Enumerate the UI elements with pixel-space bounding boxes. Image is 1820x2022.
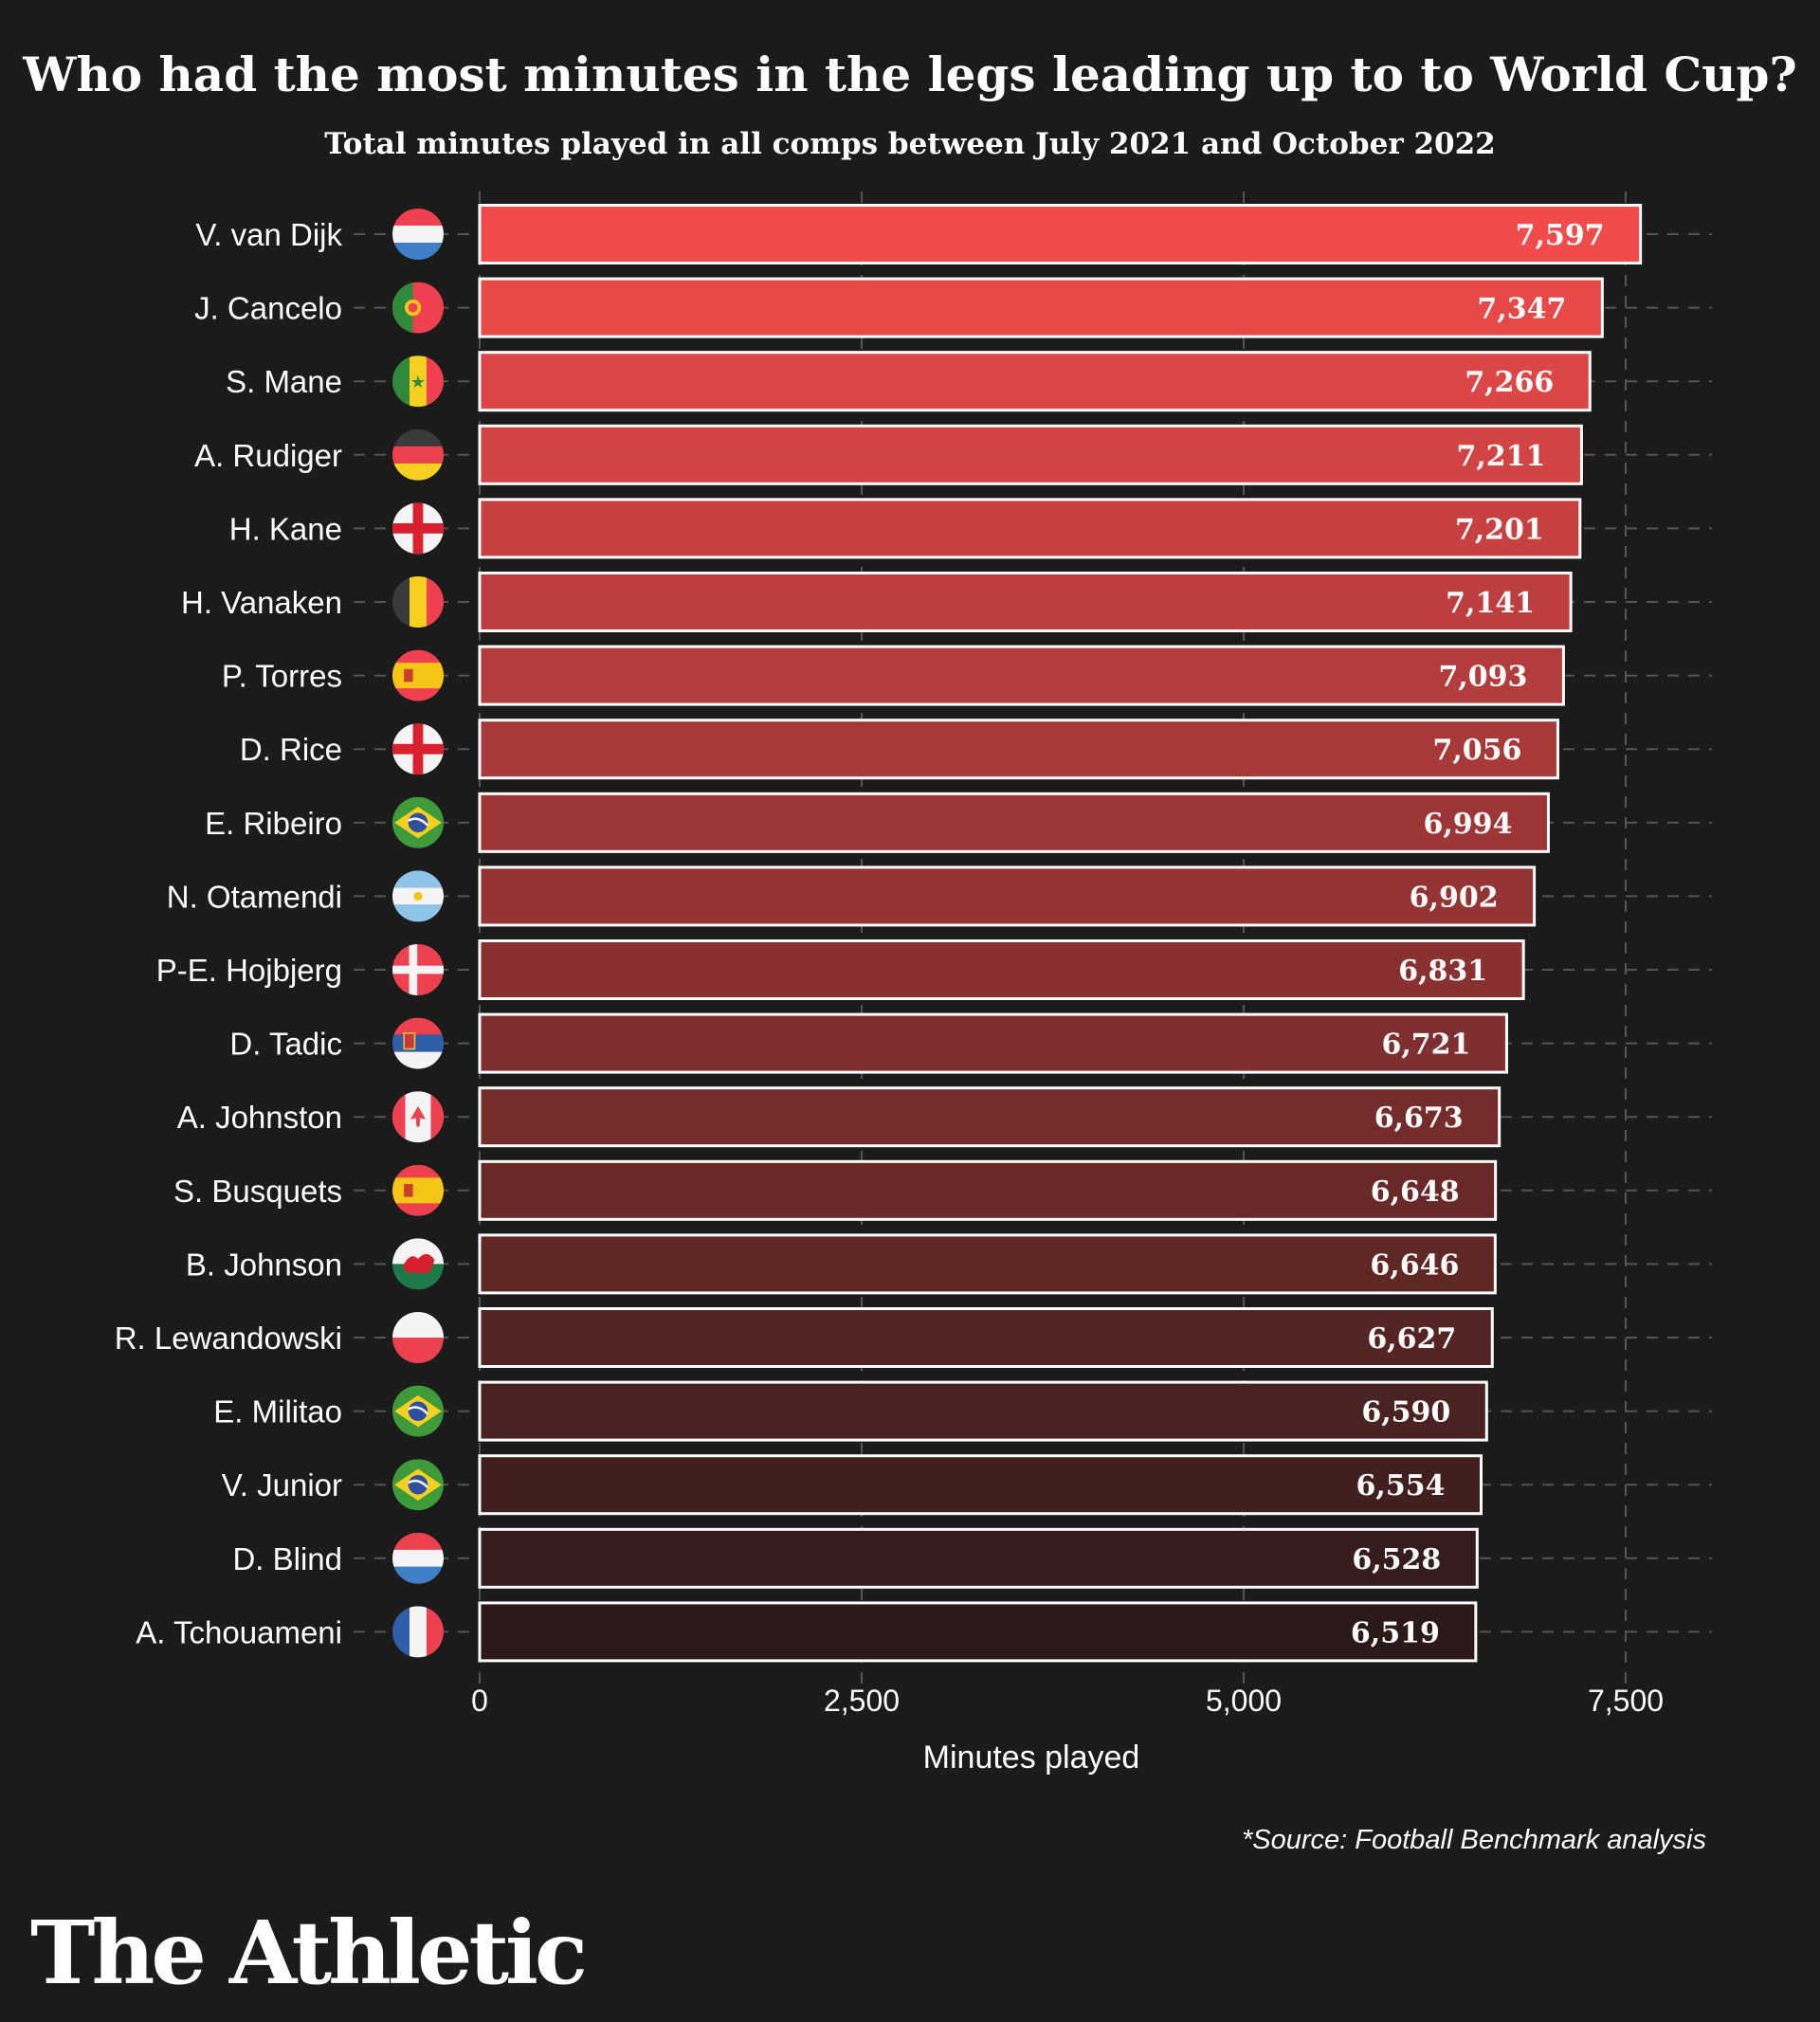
- bar-value-label: 6,627: [1367, 1322, 1456, 1356]
- player-name-label: H. Vanaken: [181, 585, 342, 620]
- bar-value-label: 7,201: [1455, 513, 1544, 546]
- bar: [478, 1380, 1488, 1442]
- x-tick-label: 2,500: [824, 1684, 900, 1718]
- bar: [478, 645, 1565, 706]
- bar: [478, 719, 1559, 780]
- x-axis-title: Minutes played: [923, 1740, 1140, 1776]
- spain-flag-icon: [392, 1164, 444, 1216]
- the-athletic-logo: The Athletic: [30, 1902, 584, 2004]
- player-name-label: V. van Dijk: [195, 217, 342, 252]
- bar: [478, 572, 1573, 632]
- bar: [478, 424, 1583, 485]
- player-name-label: V. Junior: [222, 1467, 342, 1503]
- bar: [478, 1159, 1498, 1221]
- bar-value-label: 7,211: [1456, 440, 1545, 473]
- brazil-flag-icon: [392, 1459, 444, 1511]
- svg-text:★: ★: [410, 373, 426, 392]
- player-name-label: H. Kane: [229, 511, 342, 546]
- france-flag-icon: [392, 1606, 444, 1658]
- bar-value-label: 6,994: [1423, 808, 1512, 841]
- player-name-label: A. Rudiger: [194, 438, 342, 473]
- bar: [478, 204, 1643, 264]
- wales-flag-icon: [392, 1238, 444, 1290]
- player-name-label: P. Torres: [222, 659, 342, 694]
- canada-flag-icon: [392, 1091, 444, 1143]
- portugal-flag-icon: [392, 282, 444, 334]
- senegal-flag-icon: ★: [392, 355, 444, 408]
- player-name-label: S. Busquets: [173, 1174, 342, 1209]
- bar-value-label: 6,721: [1381, 1029, 1470, 1062]
- player-name-label: S. Mane: [226, 364, 342, 399]
- serbia-flag-icon: [392, 1017, 444, 1069]
- bar-value-label: 7,597: [1516, 219, 1605, 252]
- source-note: *Source: Football Benchmark analysis: [1242, 1825, 1706, 1855]
- player-name-label: P-E. Hojbjerg: [156, 953, 342, 988]
- denmark-flag-icon: [392, 944, 444, 995]
- argentina-flag-icon: [392, 870, 444, 922]
- bar-value-label: 6,554: [1356, 1469, 1446, 1503]
- netherlands-flag-icon: [392, 1532, 444, 1584]
- player-name-label: D. Blind: [232, 1541, 342, 1576]
- bar-value-label: 6,831: [1398, 955, 1487, 988]
- netherlands-flag-icon: [392, 209, 444, 260]
- bar-value-label: 6,673: [1374, 1102, 1464, 1135]
- player-name-label: D. Rice: [240, 732, 342, 767]
- bar: [478, 1086, 1502, 1148]
- belgium-flag-icon: [392, 576, 444, 628]
- spain-flag-icon: [392, 649, 444, 701]
- poland-flag-icon: [392, 1312, 444, 1363]
- player-name-label: E. Ribeiro: [205, 806, 342, 841]
- bar: [478, 1233, 1497, 1295]
- bar: [478, 792, 1550, 853]
- bar: [478, 939, 1525, 1000]
- chart-title: Who had the most minutes in the legs lea…: [22, 46, 1797, 102]
- bar-value-label: 7,347: [1477, 293, 1566, 326]
- bar-value-label: 6,590: [1361, 1396, 1450, 1430]
- bar-value-label: 6,519: [1351, 1616, 1440, 1649]
- player-name-label: E. Militao: [213, 1394, 342, 1430]
- player-name-label: B. Johnson: [186, 1247, 342, 1282]
- bar-value-label: 6,528: [1352, 1543, 1441, 1576]
- x-tick-label: 0: [471, 1684, 488, 1718]
- player-labels: V. van Dijk J. Cancelo S. Mane A. Rudiger H.…: [115, 217, 343, 1649]
- player-name-label: R. Lewandowski: [115, 1321, 342, 1356]
- x-tick-label: 5,000: [1206, 1684, 1282, 1718]
- chart-subtitle: Total minutes played in all comps betwee…: [324, 127, 1495, 161]
- germany-flag-icon: [392, 428, 444, 481]
- bar-value-label: 6,648: [1371, 1175, 1460, 1209]
- bar-value-label: 7,141: [1446, 587, 1535, 620]
- england-flag-icon: [392, 502, 444, 555]
- player-name-label: J. Cancelo: [194, 291, 342, 326]
- bar: [478, 1012, 1508, 1074]
- player-name-label: A. Johnston: [177, 1100, 342, 1135]
- brazil-flag-icon: [392, 796, 444, 848]
- player-name-label: N. Otamendi: [167, 879, 342, 914]
- x-axis-ticks: 0 2,500 5,000 7,500: [471, 1684, 1664, 1718]
- bar-value-label: 7,266: [1465, 366, 1554, 399]
- bar: [478, 277, 1604, 338]
- bar: [478, 1601, 1478, 1663]
- bars: 7,597 7,347 7,266 7,211 7,201 7,141 7,093 7,056…: [478, 204, 1643, 1663]
- bar: [478, 1527, 1479, 1589]
- x-tick-label: 7,500: [1588, 1684, 1664, 1718]
- bar-value-label: 7,056: [1432, 734, 1521, 767]
- england-flag-icon: [392, 723, 444, 775]
- brazil-flag-icon: [392, 1385, 444, 1437]
- bar-value-label: 6,646: [1370, 1248, 1459, 1282]
- bar: [478, 498, 1582, 559]
- bar: [478, 351, 1592, 412]
- bar-value-label: 6,902: [1410, 881, 1499, 914]
- bar-value-label: 7,093: [1438, 661, 1527, 694]
- bar: [478, 865, 1537, 927]
- bar: [478, 1307, 1494, 1368]
- player-name-label: A. Tchouameni: [136, 1614, 342, 1649]
- player-name-label: D. Tadic: [229, 1027, 342, 1062]
- bar: [478, 1454, 1483, 1516]
